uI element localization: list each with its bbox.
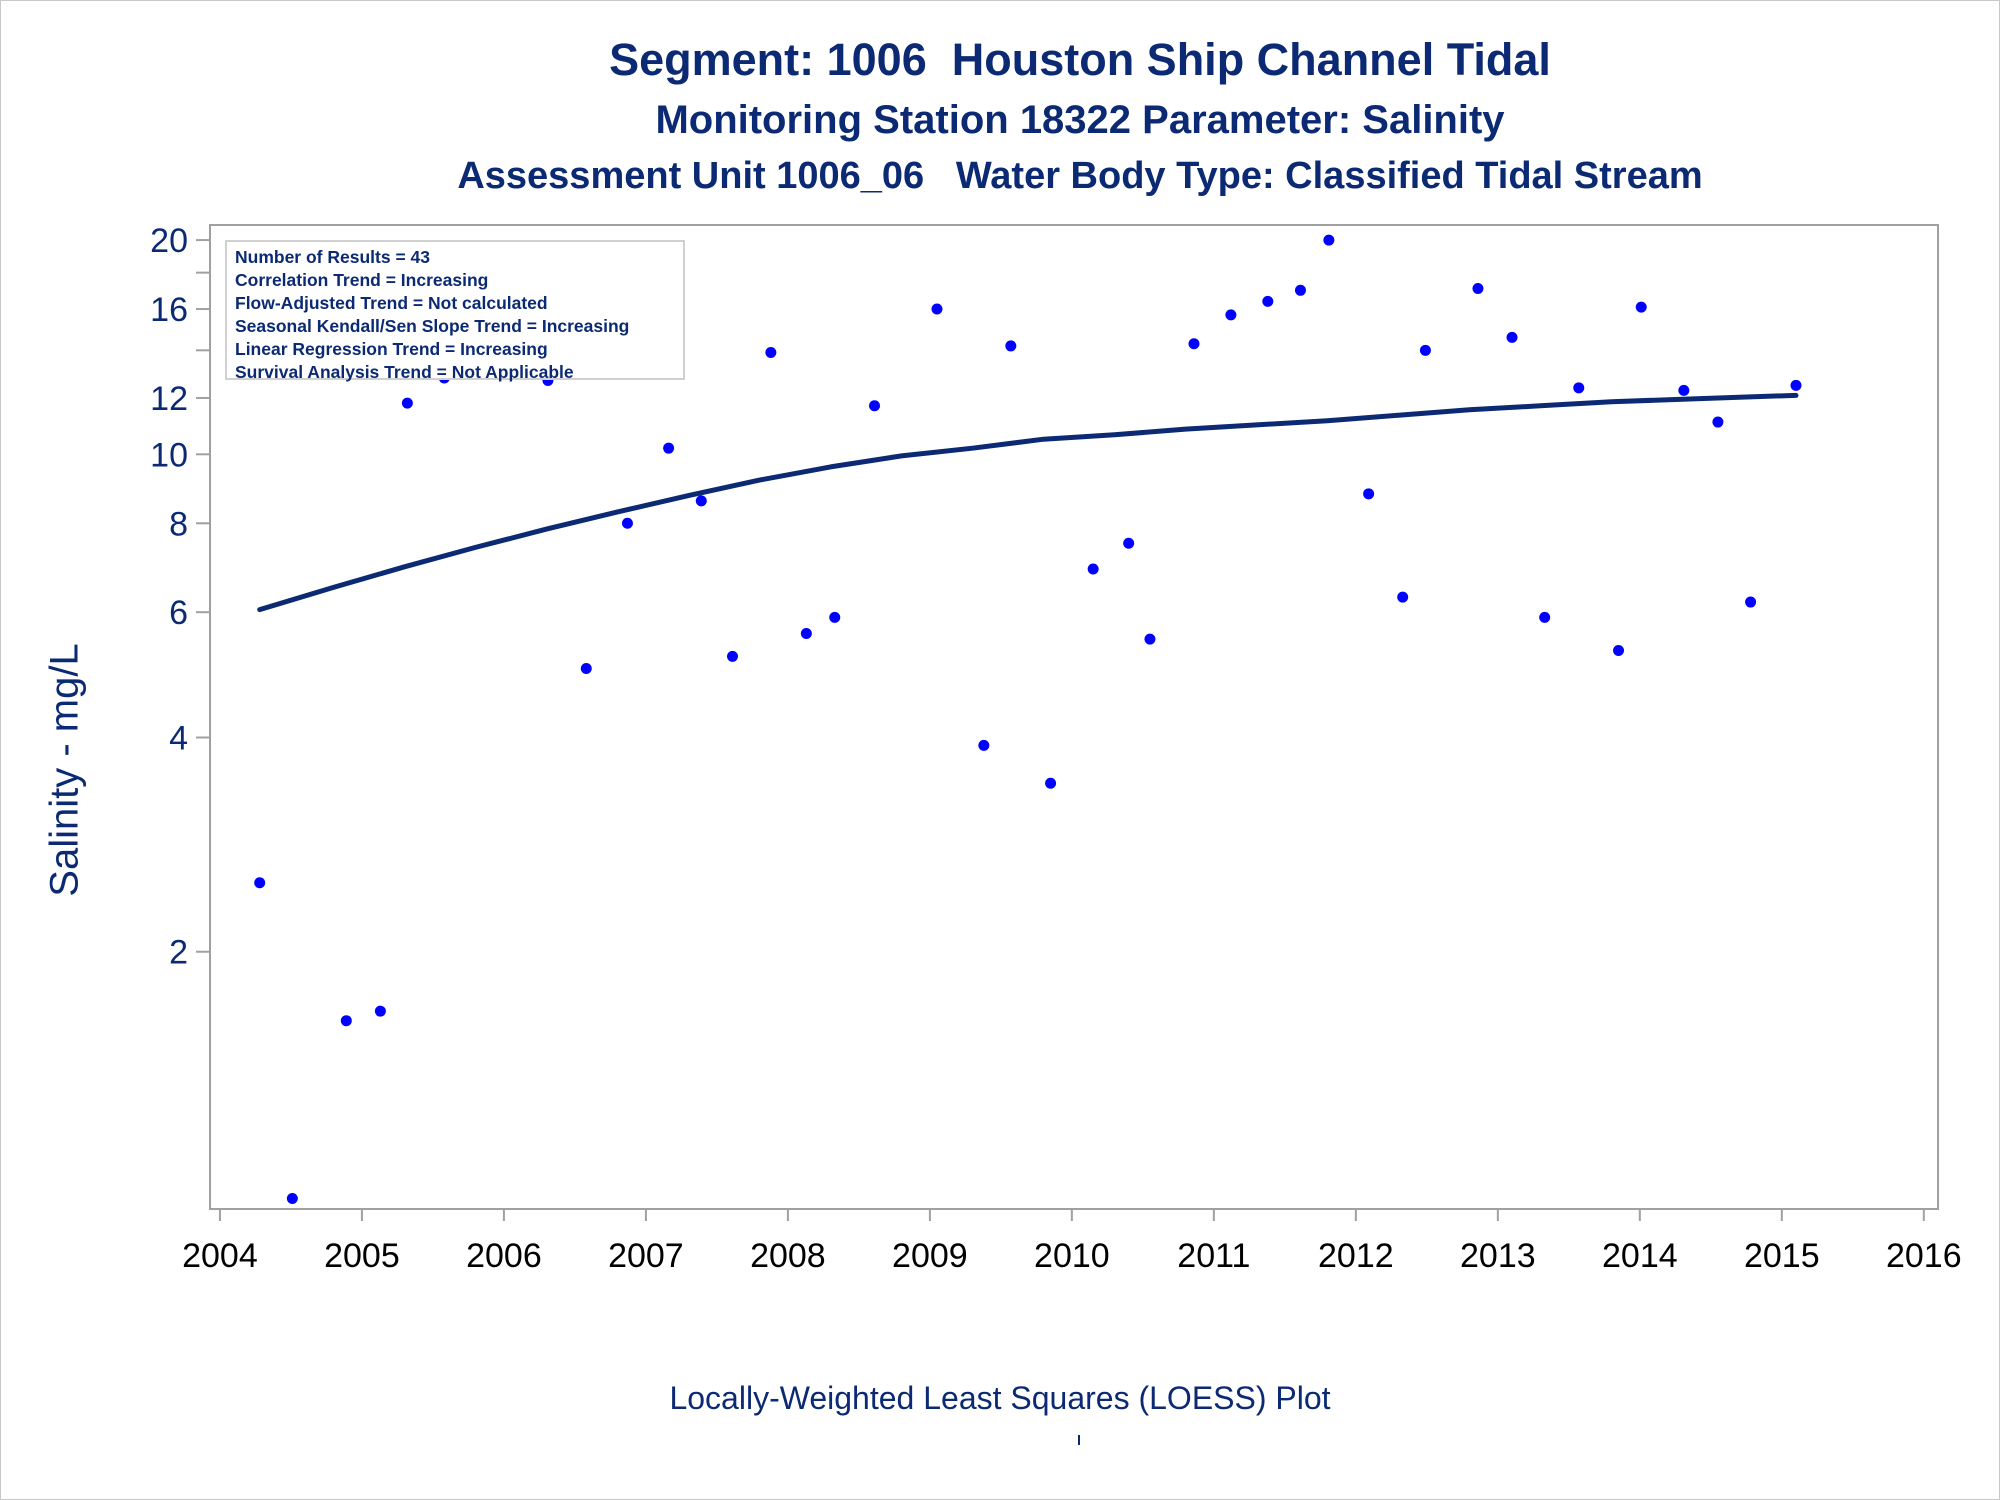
data-point (286, 1193, 298, 1205)
data-point (1262, 295, 1274, 307)
x-tick-label: 2008 (750, 1237, 826, 1275)
data-point (695, 495, 707, 507)
data-point (1363, 488, 1375, 500)
x-tick-label: 2013 (1460, 1237, 1536, 1275)
x-axis: 2004 2005 2006 2007 2008 2009 2010 2011 2012 2013… (182, 1209, 1962, 1275)
x-tick-label: 2007 (608, 1237, 684, 1275)
stat-line: Linear Regression Trend = Increasing (235, 339, 548, 359)
chart-subtitle-2: Assessment Unit 1006_06 Water Body Type:… (457, 155, 1703, 197)
chart-subtitle: Monitoring Station 18322 Parameter: Sali… (655, 98, 1505, 142)
data-point (1294, 284, 1306, 296)
trend-stats-box: Number of Results = 43 Correlation Trend… (225, 240, 685, 382)
plot-area-border (209, 224, 1939, 1210)
x-tick-label: 2015 (1744, 1237, 1820, 1275)
x-tick-label: 2016 (1886, 1237, 1962, 1275)
data-point (1225, 309, 1237, 321)
data-point (621, 517, 633, 529)
data-point (1472, 282, 1484, 294)
x-tick-label: 2004 (182, 1237, 258, 1275)
x-tick-label: 2012 (1318, 1237, 1394, 1275)
data-point (978, 739, 990, 751)
data-point (1613, 645, 1625, 657)
stat-line: Flow-Adjusted Trend = Not calculated (235, 293, 548, 313)
data-point (340, 1015, 352, 1027)
loess-curve (257, 392, 1799, 613)
footnote: Locally-Weighted Least Squares (LOESS) P… (669, 1380, 1331, 1416)
data-point (1005, 340, 1017, 352)
data-point (1397, 591, 1409, 603)
data-point (1188, 338, 1200, 350)
data-point (1419, 344, 1431, 356)
footnote-tick-mark (1078, 1435, 1080, 1445)
data-point (374, 1005, 386, 1017)
data-point (401, 397, 413, 409)
x-tick-label: 2005 (324, 1237, 400, 1275)
data-point (800, 628, 812, 640)
stat-line: Survival Analysis Trend = Not Applicable (235, 362, 574, 382)
data-point (1539, 611, 1551, 623)
data-point (1144, 633, 1156, 645)
data-point (869, 400, 881, 412)
data-point (1790, 379, 1802, 391)
data-point (254, 877, 266, 889)
y-tick-label: 10 (150, 436, 188, 474)
x-tick-label: 2009 (892, 1237, 968, 1275)
data-point (1745, 596, 1757, 608)
data-point (829, 611, 841, 623)
y-tick-label: 8 (169, 505, 188, 543)
y-tick-label: 16 (150, 291, 188, 329)
data-point (1678, 384, 1690, 396)
data-point (1573, 382, 1585, 394)
data-point (1712, 416, 1724, 428)
data-point (1087, 563, 1099, 575)
stat-line: Seasonal Kendall/Sen Slope Trend = Incre… (235, 316, 630, 336)
data-point (931, 303, 943, 315)
y-tick-label: 12 (150, 380, 188, 418)
data-point (580, 663, 592, 675)
data-point (1323, 234, 1335, 246)
loess-curve-group (257, 392, 1799, 613)
data-point (663, 442, 675, 454)
y-tick-label: 20 (150, 222, 188, 260)
data-point (1635, 301, 1647, 313)
x-tick-label: 2014 (1602, 1237, 1678, 1275)
data-point (727, 650, 739, 662)
data-point (765, 347, 777, 359)
y-tick-label: 4 (169, 720, 188, 758)
y-tick-label: 6 (169, 594, 188, 632)
y-tick-label: 2 (169, 934, 188, 972)
data-point (1045, 777, 1057, 789)
x-tick-label: 2006 (466, 1237, 542, 1275)
x-tick-label: 2010 (1034, 1237, 1110, 1275)
data-point (1123, 537, 1135, 549)
chart-title: Segment: 1006 Houston Ship Channel Tidal (609, 34, 1551, 85)
data-points (254, 234, 1802, 1205)
data-point (1506, 331, 1518, 343)
stat-line: Correlation Trend = Increasing (235, 270, 489, 290)
y-axis: 2 4 6 8 10 12 16 20 (150, 222, 210, 972)
x-tick-label: 2011 (1177, 1237, 1250, 1275)
stat-line: Number of Results = 43 (235, 247, 430, 267)
